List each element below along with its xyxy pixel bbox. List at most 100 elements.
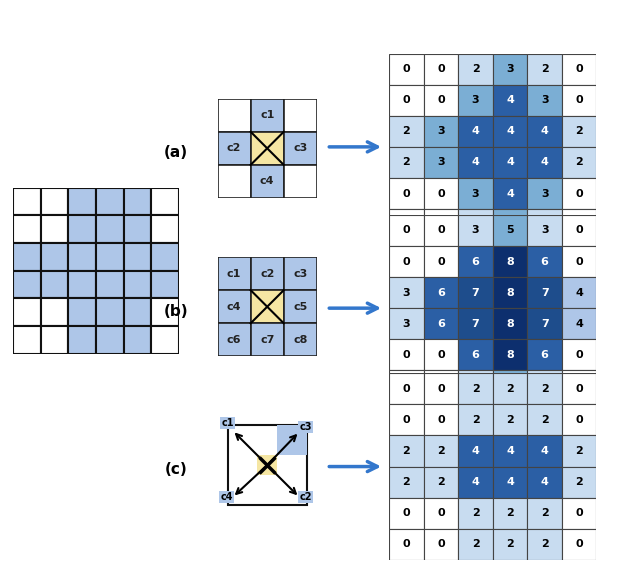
Bar xyxy=(458,435,493,467)
Bar xyxy=(389,370,424,401)
Text: c3: c3 xyxy=(299,422,312,431)
Bar xyxy=(424,277,458,308)
Bar xyxy=(527,373,562,404)
Bar xyxy=(562,54,596,85)
Bar xyxy=(424,308,458,339)
Bar xyxy=(424,373,458,404)
Bar xyxy=(96,298,124,326)
Bar xyxy=(562,178,596,209)
Text: c1: c1 xyxy=(221,418,234,428)
Text: c4: c4 xyxy=(227,302,241,312)
Bar xyxy=(527,178,562,209)
Text: 2: 2 xyxy=(541,539,548,550)
Bar xyxy=(96,243,124,271)
Text: 4: 4 xyxy=(541,157,548,168)
Text: 5: 5 xyxy=(506,225,514,236)
Bar xyxy=(527,54,562,85)
Text: c1: c1 xyxy=(260,110,275,120)
Bar xyxy=(527,116,562,147)
Bar xyxy=(424,370,458,401)
Text: 6: 6 xyxy=(541,256,548,267)
Text: 3: 3 xyxy=(403,287,410,298)
Bar xyxy=(68,243,96,271)
Text: 0: 0 xyxy=(403,381,410,391)
Text: 0: 0 xyxy=(403,508,410,518)
Text: 2: 2 xyxy=(541,508,548,518)
Text: 3: 3 xyxy=(472,95,479,105)
Bar xyxy=(493,85,527,116)
Bar xyxy=(124,188,152,215)
Bar xyxy=(389,178,424,209)
Bar xyxy=(493,370,527,401)
Text: 2: 2 xyxy=(403,157,410,168)
Bar xyxy=(493,467,527,498)
Text: 3: 3 xyxy=(403,319,410,329)
Bar xyxy=(458,308,493,339)
Bar xyxy=(13,271,40,298)
Text: 4: 4 xyxy=(506,446,514,456)
Bar xyxy=(152,326,179,354)
Bar xyxy=(458,277,493,308)
Text: 2: 2 xyxy=(403,126,410,137)
Text: 0: 0 xyxy=(437,539,445,550)
Text: 0: 0 xyxy=(403,95,410,105)
Text: 2: 2 xyxy=(472,508,479,518)
Bar xyxy=(424,467,458,498)
Bar xyxy=(562,373,596,404)
Bar xyxy=(218,257,251,290)
Bar xyxy=(493,339,527,370)
Text: 8: 8 xyxy=(506,319,514,329)
Bar xyxy=(424,147,458,178)
Bar xyxy=(96,271,124,298)
Bar xyxy=(527,370,562,401)
Bar xyxy=(527,246,562,277)
Bar xyxy=(493,277,527,308)
Bar xyxy=(389,404,424,435)
Bar xyxy=(277,426,307,455)
Text: 0: 0 xyxy=(403,256,410,267)
Bar xyxy=(527,404,562,435)
Text: 2: 2 xyxy=(541,64,548,74)
Text: 0: 0 xyxy=(437,95,445,105)
Text: c5: c5 xyxy=(293,302,307,312)
Text: 4: 4 xyxy=(575,319,583,329)
Bar xyxy=(527,339,562,370)
Text: 0: 0 xyxy=(403,415,410,425)
Bar xyxy=(218,323,251,357)
Text: 2: 2 xyxy=(575,157,583,168)
Bar xyxy=(424,85,458,116)
Bar xyxy=(389,209,424,240)
Text: 0: 0 xyxy=(437,64,445,74)
Text: 4: 4 xyxy=(541,126,548,137)
Bar xyxy=(424,178,458,209)
Bar xyxy=(424,246,458,277)
Text: 0: 0 xyxy=(437,384,445,394)
Bar xyxy=(458,147,493,178)
Text: 3: 3 xyxy=(506,219,514,230)
Bar xyxy=(458,498,493,529)
Text: 4: 4 xyxy=(506,188,514,199)
Text: 0: 0 xyxy=(403,219,410,230)
Bar xyxy=(493,54,527,85)
Text: 8: 8 xyxy=(506,256,514,267)
Bar xyxy=(218,98,251,132)
Text: 7: 7 xyxy=(472,287,479,298)
Bar xyxy=(527,435,562,467)
Bar xyxy=(284,98,317,132)
Text: 0: 0 xyxy=(403,64,410,74)
Text: 3: 3 xyxy=(437,157,445,168)
Text: c3: c3 xyxy=(293,143,307,153)
Bar xyxy=(562,370,596,401)
Bar xyxy=(40,243,68,271)
Bar xyxy=(68,298,96,326)
Text: 0: 0 xyxy=(403,350,410,360)
Text: 0: 0 xyxy=(403,188,410,199)
Text: 6: 6 xyxy=(472,256,479,267)
Bar xyxy=(251,257,284,290)
Bar xyxy=(562,467,596,498)
Text: 6: 6 xyxy=(541,350,548,360)
Text: 8: 8 xyxy=(506,287,514,298)
Text: 6: 6 xyxy=(472,350,479,360)
Text: 3: 3 xyxy=(472,188,479,199)
Text: 0: 0 xyxy=(575,350,583,360)
